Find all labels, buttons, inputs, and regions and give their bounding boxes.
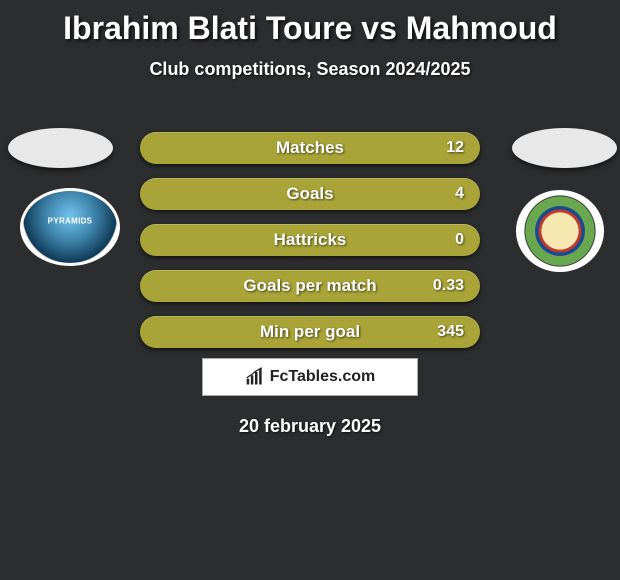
club-badge-right <box>516 190 604 272</box>
stat-bar: Min per goal 345 <box>140 316 480 348</box>
player-right-avatar <box>512 128 617 168</box>
stat-value: 0.33 <box>433 277 464 295</box>
stat-label: Goals <box>286 184 333 204</box>
stat-value: 345 <box>437 323 464 341</box>
attribution-box: FcTables.com <box>202 358 418 396</box>
comparison-content: Matches 12 Goals 4 Hattricks 0 Goals per match… <box>0 110 620 340</box>
stat-label: Goals per match <box>243 276 376 296</box>
stat-bar: Matches 12 <box>140 132 480 164</box>
stat-bars: Matches 12 Goals 4 Hattricks 0 Goals per match… <box>140 110 480 348</box>
bar-chart-icon <box>245 367 265 387</box>
attribution-text: FcTables.com <box>270 368 376 386</box>
comparison-subtitle: Club competitions, Season 2024/2025 <box>0 59 620 80</box>
stat-bar: Goals 4 <box>140 178 480 210</box>
stat-value: 12 <box>446 139 464 157</box>
stat-value: 0 <box>455 231 464 249</box>
stat-bar: Hattricks 0 <box>140 224 480 256</box>
comparison-title: Ibrahim Blati Toure vs Mahmoud <box>0 0 620 47</box>
club-badge-left <box>20 188 120 266</box>
stat-bar: Goals per match 0.33 <box>140 270 480 302</box>
stat-label: Hattricks <box>274 230 347 250</box>
stat-label: Min per goal <box>260 322 360 342</box>
stat-value: 4 <box>455 185 464 203</box>
comparison-date: 20 february 2025 <box>0 416 620 437</box>
stat-label: Matches <box>276 138 344 158</box>
player-left-avatar <box>8 128 113 168</box>
